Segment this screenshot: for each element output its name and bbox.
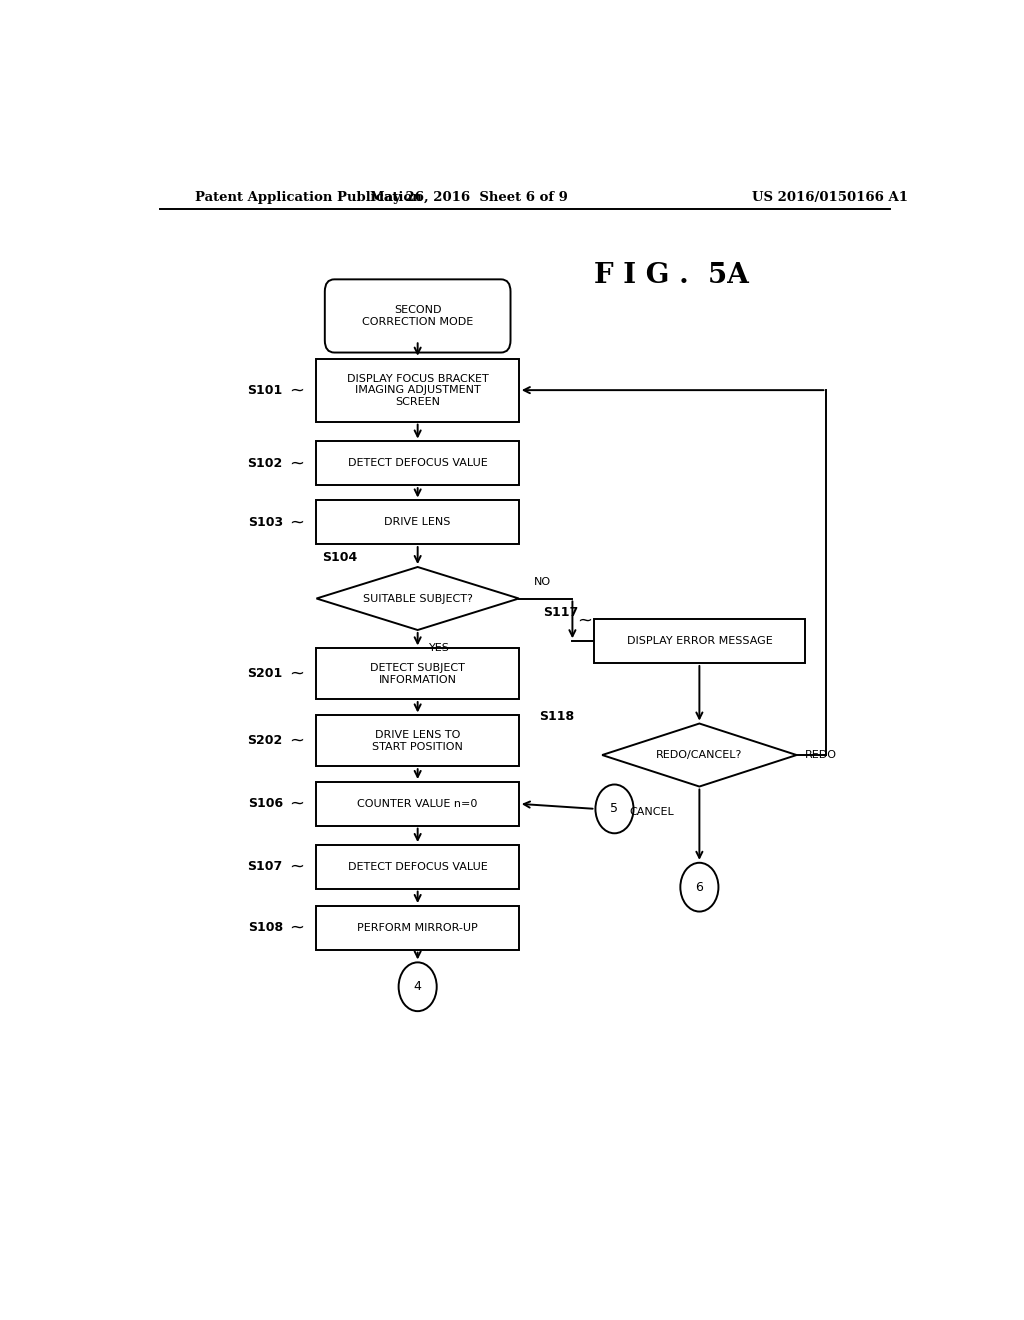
FancyBboxPatch shape xyxy=(316,441,519,486)
Text: ~: ~ xyxy=(290,858,304,876)
Text: F I G .  5A: F I G . 5A xyxy=(594,261,749,289)
Text: S107: S107 xyxy=(248,861,283,874)
Text: ~: ~ xyxy=(290,381,304,399)
Text: May 26, 2016  Sheet 6 of 9: May 26, 2016 Sheet 6 of 9 xyxy=(371,190,568,203)
FancyBboxPatch shape xyxy=(316,781,519,826)
Text: ~: ~ xyxy=(290,731,304,750)
Text: YES: YES xyxy=(429,643,451,653)
FancyBboxPatch shape xyxy=(316,359,519,421)
Text: ~: ~ xyxy=(290,919,304,937)
Text: ~: ~ xyxy=(577,612,592,630)
Text: 5: 5 xyxy=(610,803,618,816)
FancyBboxPatch shape xyxy=(316,715,519,766)
Text: DRIVE LENS TO
START POSITION: DRIVE LENS TO START POSITION xyxy=(373,730,463,751)
Text: DRIVE LENS: DRIVE LENS xyxy=(384,517,451,527)
Text: S103: S103 xyxy=(248,516,283,529)
Circle shape xyxy=(680,863,719,912)
FancyBboxPatch shape xyxy=(316,648,519,700)
FancyBboxPatch shape xyxy=(594,619,805,663)
Text: DETECT DEFOCUS VALUE: DETECT DEFOCUS VALUE xyxy=(348,862,487,871)
Text: SECOND
CORRECTION MODE: SECOND CORRECTION MODE xyxy=(362,305,473,327)
Circle shape xyxy=(595,784,634,833)
Text: REDO/CANCEL?: REDO/CANCEL? xyxy=(656,750,742,760)
Text: REDO: REDO xyxy=(805,750,837,760)
Text: US 2016/0150166 A1: US 2016/0150166 A1 xyxy=(753,190,908,203)
FancyBboxPatch shape xyxy=(325,280,511,352)
Text: Patent Application Publication: Patent Application Publication xyxy=(196,190,422,203)
Text: ~: ~ xyxy=(290,795,304,813)
Circle shape xyxy=(398,962,436,1011)
Text: S106: S106 xyxy=(248,797,283,810)
Text: ~: ~ xyxy=(290,513,304,531)
Text: PERFORM MIRROR-UP: PERFORM MIRROR-UP xyxy=(357,923,478,933)
Text: ~: ~ xyxy=(290,665,304,682)
Text: COUNTER VALUE n=0: COUNTER VALUE n=0 xyxy=(357,799,478,809)
Text: S201: S201 xyxy=(248,667,283,680)
Text: S104: S104 xyxy=(323,552,357,565)
Text: S202: S202 xyxy=(248,734,283,747)
FancyBboxPatch shape xyxy=(316,906,519,949)
Text: 6: 6 xyxy=(695,880,703,894)
Text: 4: 4 xyxy=(414,981,422,993)
Text: DISPLAY FOCUS BRACKET
IMAGING ADJUSTMENT
SCREEN: DISPLAY FOCUS BRACKET IMAGING ADJUSTMENT… xyxy=(347,374,488,407)
Text: NO: NO xyxy=(535,577,551,587)
Text: S101: S101 xyxy=(248,384,283,396)
Text: CANCEL: CANCEL xyxy=(630,807,674,817)
FancyBboxPatch shape xyxy=(316,845,519,888)
Polygon shape xyxy=(602,723,797,787)
Polygon shape xyxy=(316,568,519,630)
Text: S102: S102 xyxy=(248,457,283,470)
Text: S117: S117 xyxy=(543,606,578,619)
Text: ~: ~ xyxy=(290,454,304,473)
Text: S108: S108 xyxy=(248,921,283,935)
Text: DETECT DEFOCUS VALUE: DETECT DEFOCUS VALUE xyxy=(348,458,487,469)
Text: DISPLAY ERROR MESSAGE: DISPLAY ERROR MESSAGE xyxy=(627,636,772,647)
Text: SUITABLE SUBJECT?: SUITABLE SUBJECT? xyxy=(362,594,473,603)
FancyBboxPatch shape xyxy=(316,500,519,544)
Text: DETECT SUBJECT
INFORMATION: DETECT SUBJECT INFORMATION xyxy=(371,663,465,685)
Text: S118: S118 xyxy=(539,710,574,723)
